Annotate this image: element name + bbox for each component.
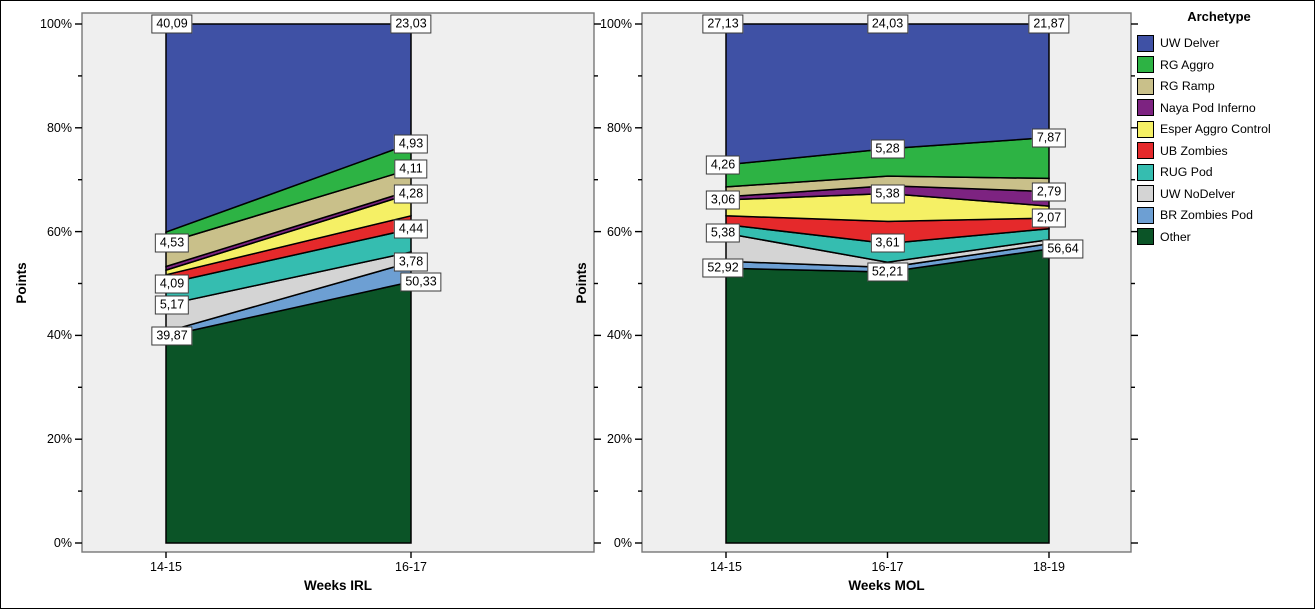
value-label: 4,44 <box>393 219 429 239</box>
x-tick-label: 18-19 <box>1033 560 1065 574</box>
legend-item-label: UB Zombies <box>1160 143 1228 158</box>
value-label: 5,28 <box>870 139 905 159</box>
legend-item-label: RUG Pod <box>1160 165 1213 179</box>
legend-item: Naya Pod Inferno <box>1137 99 1312 116</box>
y-tick-label: 80% <box>46 120 72 135</box>
legend-item-label: Esper Aggro Control <box>1160 122 1271 136</box>
value-label: 2,79 <box>1031 182 1067 202</box>
legend-item: RG Aggro <box>1137 56 1312 73</box>
legend-item-label: UW Delver <box>1160 36 1220 50</box>
legend-item-label: Naya Pod Inferno <box>1160 100 1256 115</box>
value-label: 52,92 <box>702 258 744 278</box>
y-tick-label: 100% <box>40 17 72 31</box>
value-label: 50,33 <box>400 272 442 292</box>
value-label: 40,09 <box>151 14 193 34</box>
value-label: 21,87 <box>1028 14 1070 34</box>
legend-swatch <box>1137 34 1154 52</box>
value-label: 4,26 <box>705 155 741 175</box>
legend-swatch <box>1137 228 1154 245</box>
legend-item: UW NoDelver <box>1137 185 1312 202</box>
legend-swatch <box>1137 120 1154 138</box>
legend-item: RG Ramp <box>1137 77 1312 95</box>
value-label: 4,93 <box>393 134 429 154</box>
value-label: 24,03 <box>866 14 909 34</box>
value-label: 3,78 <box>393 252 429 272</box>
x-tick-label: 16-17 <box>871 560 904 574</box>
legend-swatch <box>1137 56 1154 73</box>
value-label: 3,06 <box>705 190 741 210</box>
value-label: 5,17 <box>154 295 190 315</box>
value-label: 27,13 <box>702 14 744 34</box>
legend: Archetype UW Delver RG Aggro RG Ramp Naya P… <box>1137 9 1312 250</box>
legend-item: RUG Pod <box>1137 163 1312 181</box>
legend-item: BR Zombies Pod <box>1137 206 1312 224</box>
legend-swatch <box>1137 185 1154 202</box>
y-tick-label: 60% <box>606 224 632 239</box>
value-label: 5,38 <box>705 223 741 243</box>
legend-item-label: Other <box>1160 229 1191 244</box>
legend-item-label: BR Zombies Pod <box>1160 208 1253 222</box>
value-label: 3,61 <box>870 233 905 253</box>
value-label: 4,09 <box>154 274 190 294</box>
value-label: 39,87 <box>151 326 193 346</box>
legend-items: UW Delver RG Aggro RG Ramp Naya Pod Inferno… <box>1137 34 1312 245</box>
x-tick-label: 14-15 <box>150 560 182 574</box>
y-tick-label: 0% <box>613 536 632 550</box>
value-label: 2,07 <box>1031 208 1067 228</box>
value-label: 7,87 <box>1031 128 1067 147</box>
value-label: 52,21 <box>866 262 909 282</box>
value-label: 4,53 <box>154 233 190 253</box>
legend-item: UW Delver <box>1137 34 1312 52</box>
value-label: 4,11 <box>394 159 428 179</box>
y-tick-label: 40% <box>46 328 72 343</box>
y-tick-label: 20% <box>46 432 72 447</box>
y-tick-label: 20% <box>606 432 632 447</box>
legend-item: Esper Aggro Control <box>1137 120 1312 138</box>
value-label: 5,38 <box>870 184 905 203</box>
x-tick-label: 14-15 <box>710 560 742 574</box>
y-tick-label: 40% <box>606 328 632 343</box>
value-label: 56,64 <box>1042 239 1084 259</box>
value-label: 23,03 <box>390 14 432 34</box>
value-label: 4,28 <box>393 184 429 204</box>
legend-swatch <box>1137 142 1154 159</box>
y-axis-title: Points <box>574 261 589 304</box>
y-axis-title: Points <box>14 261 29 304</box>
y-tick-label: 60% <box>46 224 72 239</box>
x-tick-label: 16-17 <box>395 560 427 574</box>
y-tick-label: 100% <box>600 17 632 31</box>
x-axis-title: Weeks MOL <box>848 578 925 593</box>
y-tick-label: 80% <box>606 120 632 135</box>
legend-swatch <box>1137 77 1154 95</box>
x-axis-title: Weeks IRL <box>303 578 373 593</box>
legend-title: Archetype <box>1187 9 1251 24</box>
legend-item: UB Zombies <box>1137 142 1312 159</box>
legend-swatch <box>1137 99 1154 116</box>
y-tick-label: 0% <box>53 536 72 550</box>
legend-item-label: RG Aggro <box>1160 57 1214 72</box>
legend-swatch <box>1137 206 1154 224</box>
legend-item-label: UW NoDelver <box>1160 186 1236 201</box>
legend-item: Other <box>1137 228 1312 245</box>
legend-swatch <box>1137 163 1154 181</box>
legend-item-label: RG Ramp <box>1160 79 1215 93</box>
